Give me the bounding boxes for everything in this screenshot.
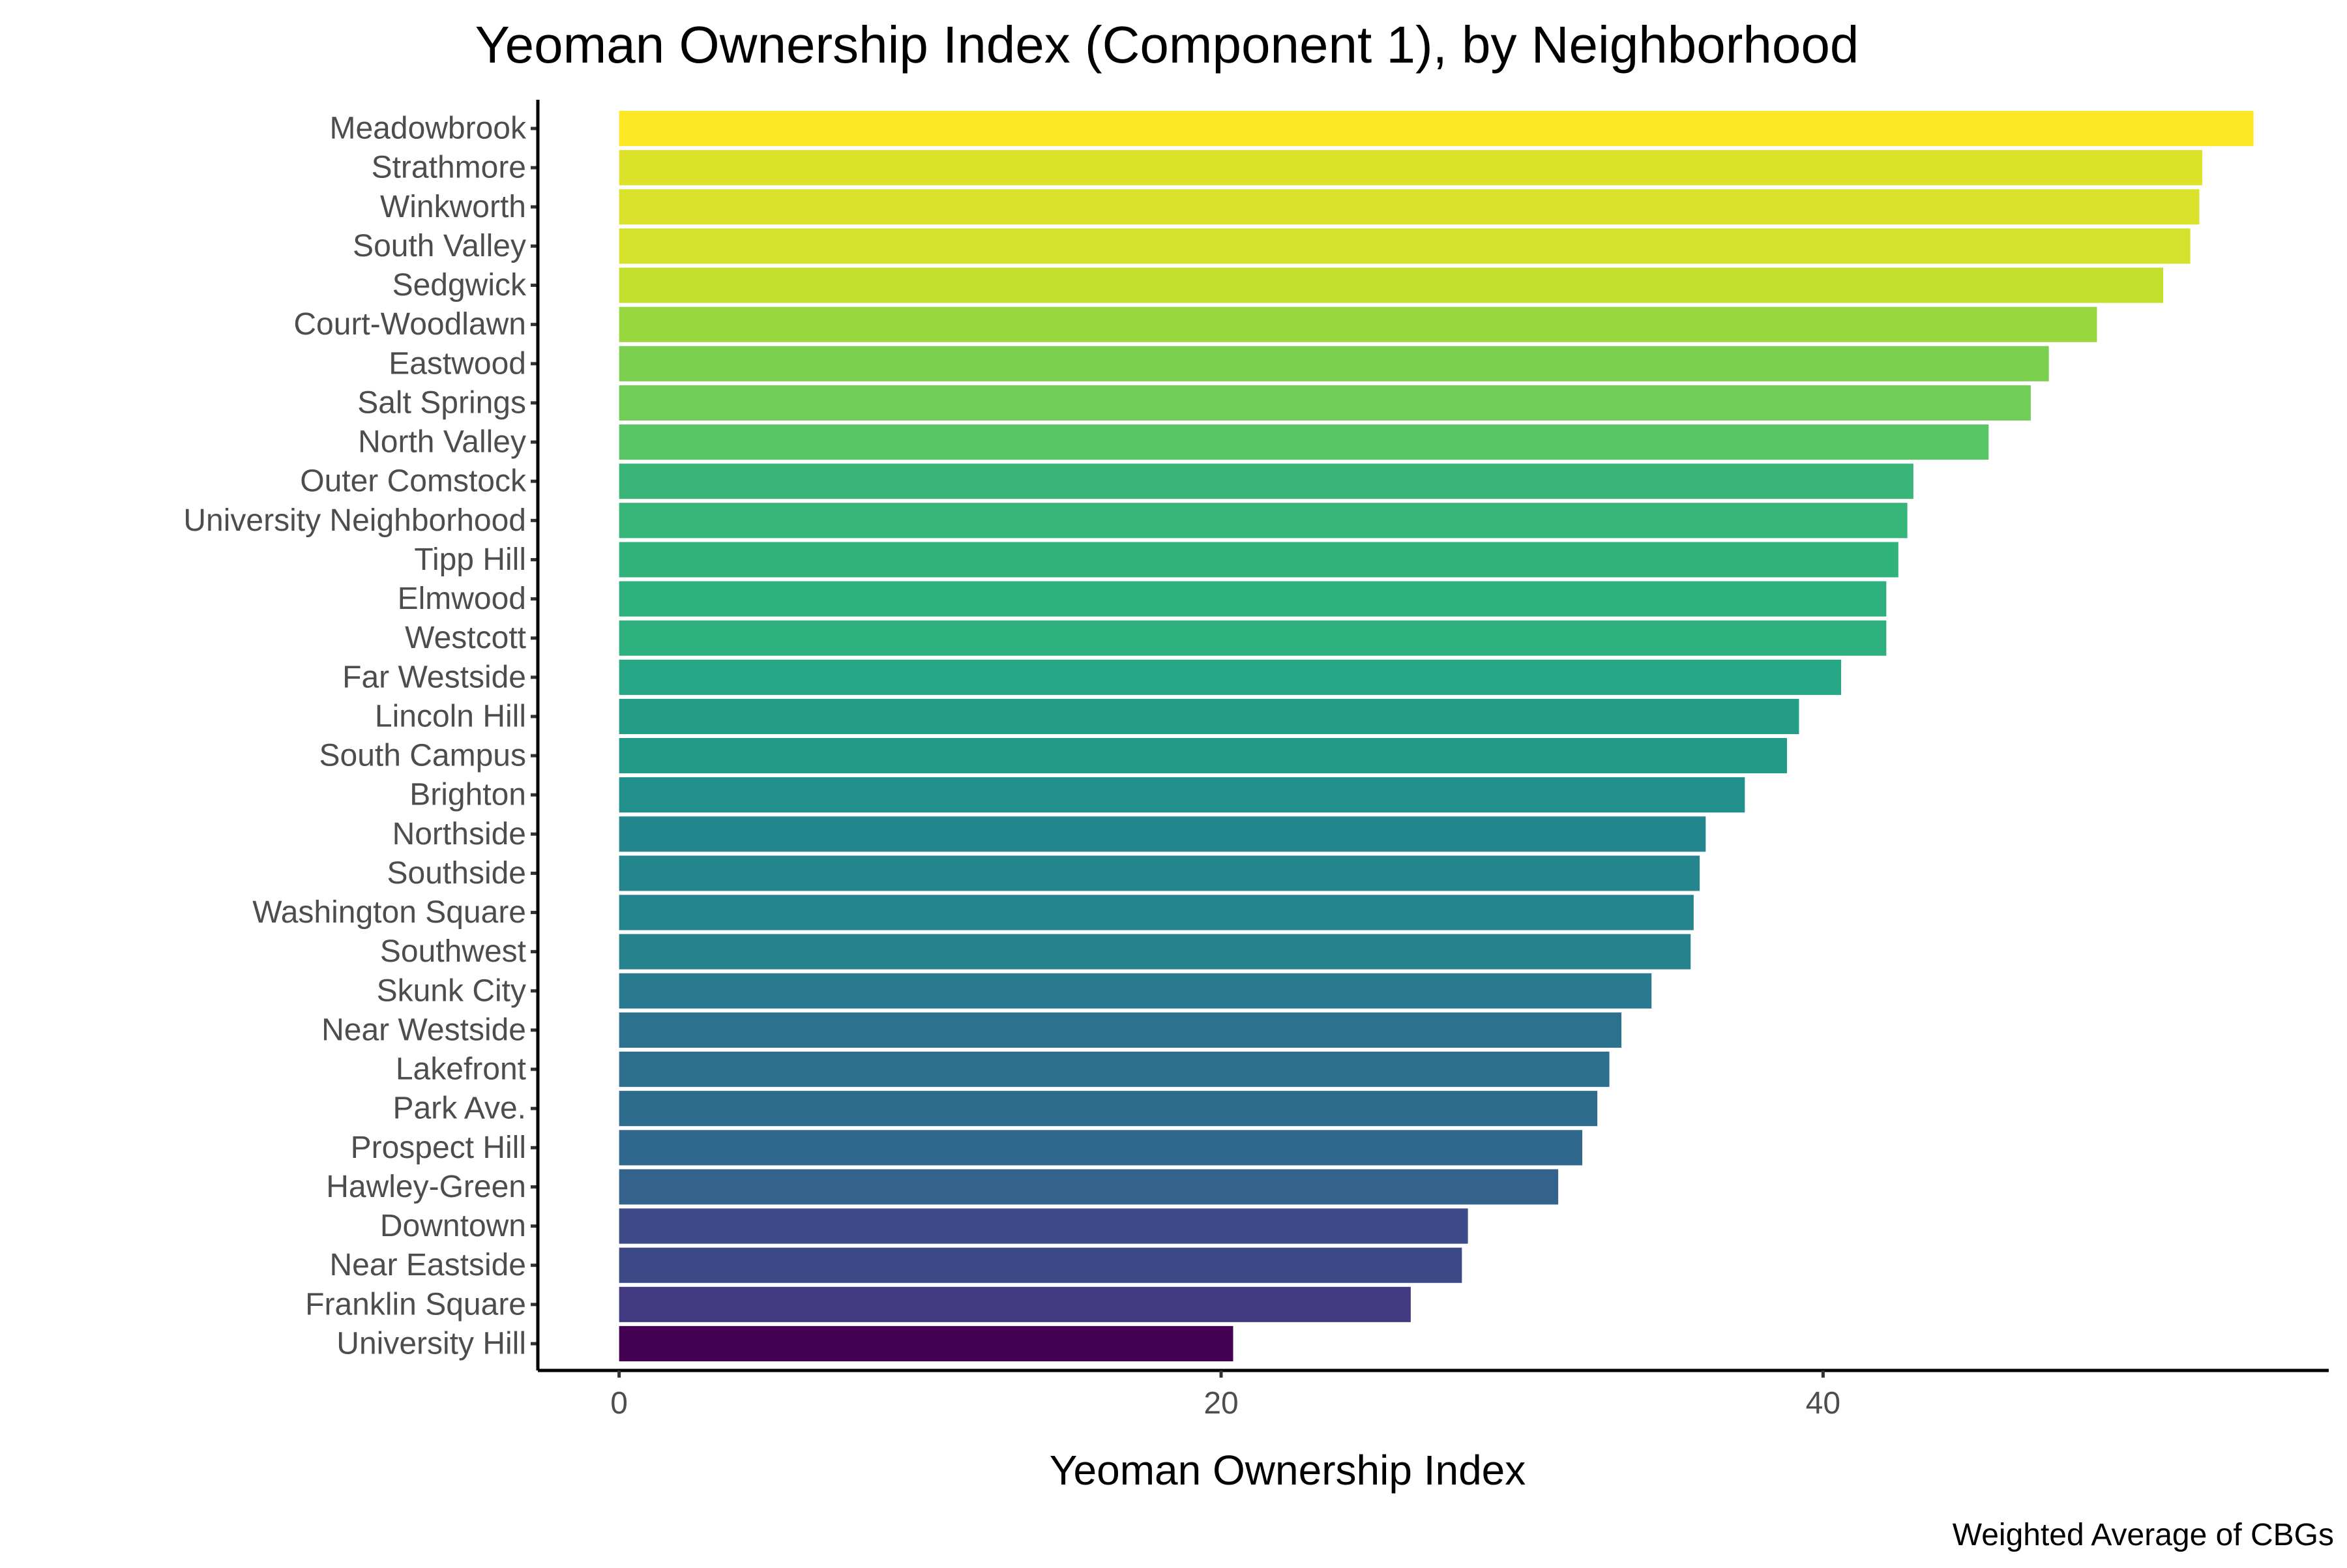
y-tick-label: Salt Springs: [357, 385, 526, 420]
bars-layer: [619, 111, 2254, 1361]
y-tick-label: University Neighborhood: [183, 503, 526, 538]
bar-elmwood: [619, 581, 1887, 617]
bar-south-valley: [619, 228, 2191, 264]
y-tick-label: South Valley: [353, 229, 526, 263]
bar-north-valley: [619, 424, 1989, 460]
bar-salt-springs: [619, 385, 2031, 421]
bar-sedgwick: [619, 267, 2164, 303]
bar-outer-comstock: [619, 464, 1913, 499]
bar-downtown: [619, 1208, 1468, 1244]
y-tick-label: Franklin Square: [305, 1287, 526, 1322]
y-tick-label: Lakefront: [396, 1052, 526, 1087]
y-tick-label: Far Westside: [342, 660, 526, 694]
bar-hawley-green: [619, 1169, 1559, 1205]
bar-strathmore: [619, 150, 2203, 186]
bar-far-westside: [619, 659, 1842, 695]
y-tick-label: Brighton: [409, 778, 526, 812]
y-tick-label: Court-Woodlawn: [293, 307, 526, 342]
y-tick-label: Sedgwick: [392, 268, 527, 303]
bar-near-westside: [619, 1012, 1622, 1048]
x-tick-label: 0: [610, 1386, 628, 1421]
bar-southwest: [619, 934, 1691, 969]
x-tick-label: 40: [1806, 1386, 1840, 1421]
y-tick-label: Elmwood: [398, 582, 526, 616]
bar-meadowbrook: [619, 111, 2254, 147]
y-tick-label: Lincoln Hill: [375, 699, 526, 733]
y-tick-label: Tipp Hill: [414, 542, 526, 577]
y-axis: Meadowbrook Strathmore Winkworth South Vall…: [183, 100, 540, 1370]
y-tick-label: Strathmore: [372, 151, 526, 185]
bar-lakefront: [619, 1052, 1610, 1087]
bar-university-neighborhood: [619, 503, 1908, 539]
y-tick-label: University Hill: [336, 1326, 526, 1361]
y-tick-label: Near Eastside: [330, 1248, 526, 1282]
bar-franklin-square: [619, 1286, 1411, 1322]
y-tick-label: Eastwood: [389, 346, 526, 381]
bar-south-campus: [619, 738, 1787, 774]
bar-washington-square: [619, 895, 1694, 930]
bar-southside: [619, 855, 1700, 891]
y-tick-label: Westcott: [405, 621, 526, 655]
y-tick-label: Northside: [392, 817, 526, 851]
y-tick-label: Prospect Hill: [351, 1131, 526, 1165]
y-tick-label: Meadowbrook: [330, 111, 527, 146]
y-tick-label: Outer Comstock: [300, 464, 527, 499]
bar-lincoln-hill: [619, 698, 1799, 734]
bar-park-ave: [619, 1091, 1598, 1127]
bar-brighton: [619, 777, 1745, 813]
x-axis: 0 20 40: [538, 1368, 2329, 1421]
y-tick-label: Downtown: [380, 1209, 526, 1243]
bar-skunk-city: [619, 973, 1652, 1009]
bar-northside: [619, 816, 1706, 852]
bar-prospect-hill: [619, 1130, 1583, 1166]
bar-eastwood: [619, 346, 2049, 381]
y-tick-label: South Campus: [319, 739, 526, 773]
bar-near-eastside: [619, 1247, 1462, 1283]
y-tick-label: Park Ave.: [392, 1091, 526, 1126]
bar-winkworth: [619, 189, 2200, 225]
bar-westcott: [619, 620, 1887, 656]
bar-court-woodlawn: [619, 306, 2097, 342]
y-tick-label: Southside: [387, 856, 527, 891]
chart-title: Yeoman Ownership Index (Component 1), by…: [475, 16, 1859, 74]
x-axis-title: Yeoman Ownership Index: [1050, 1447, 1526, 1494]
bar-university-hill: [619, 1325, 1233, 1361]
chart-caption: Weighted Average of CBGs: [1953, 1518, 2334, 1552]
y-tick-label: North Valley: [358, 425, 526, 460]
x-tick-label: 20: [1203, 1386, 1238, 1421]
y-tick-label: Winkworth: [380, 190, 526, 224]
y-tick-label: Skunk City: [377, 973, 526, 1008]
y-tick-label: Washington Square: [252, 895, 526, 930]
y-tick-label: Hawley-Green: [326, 1170, 526, 1204]
y-tick-label: Southwest: [380, 934, 526, 969]
bar-tipp-hill: [619, 542, 1898, 578]
y-tick-label: Near Westside: [321, 1013, 526, 1047]
